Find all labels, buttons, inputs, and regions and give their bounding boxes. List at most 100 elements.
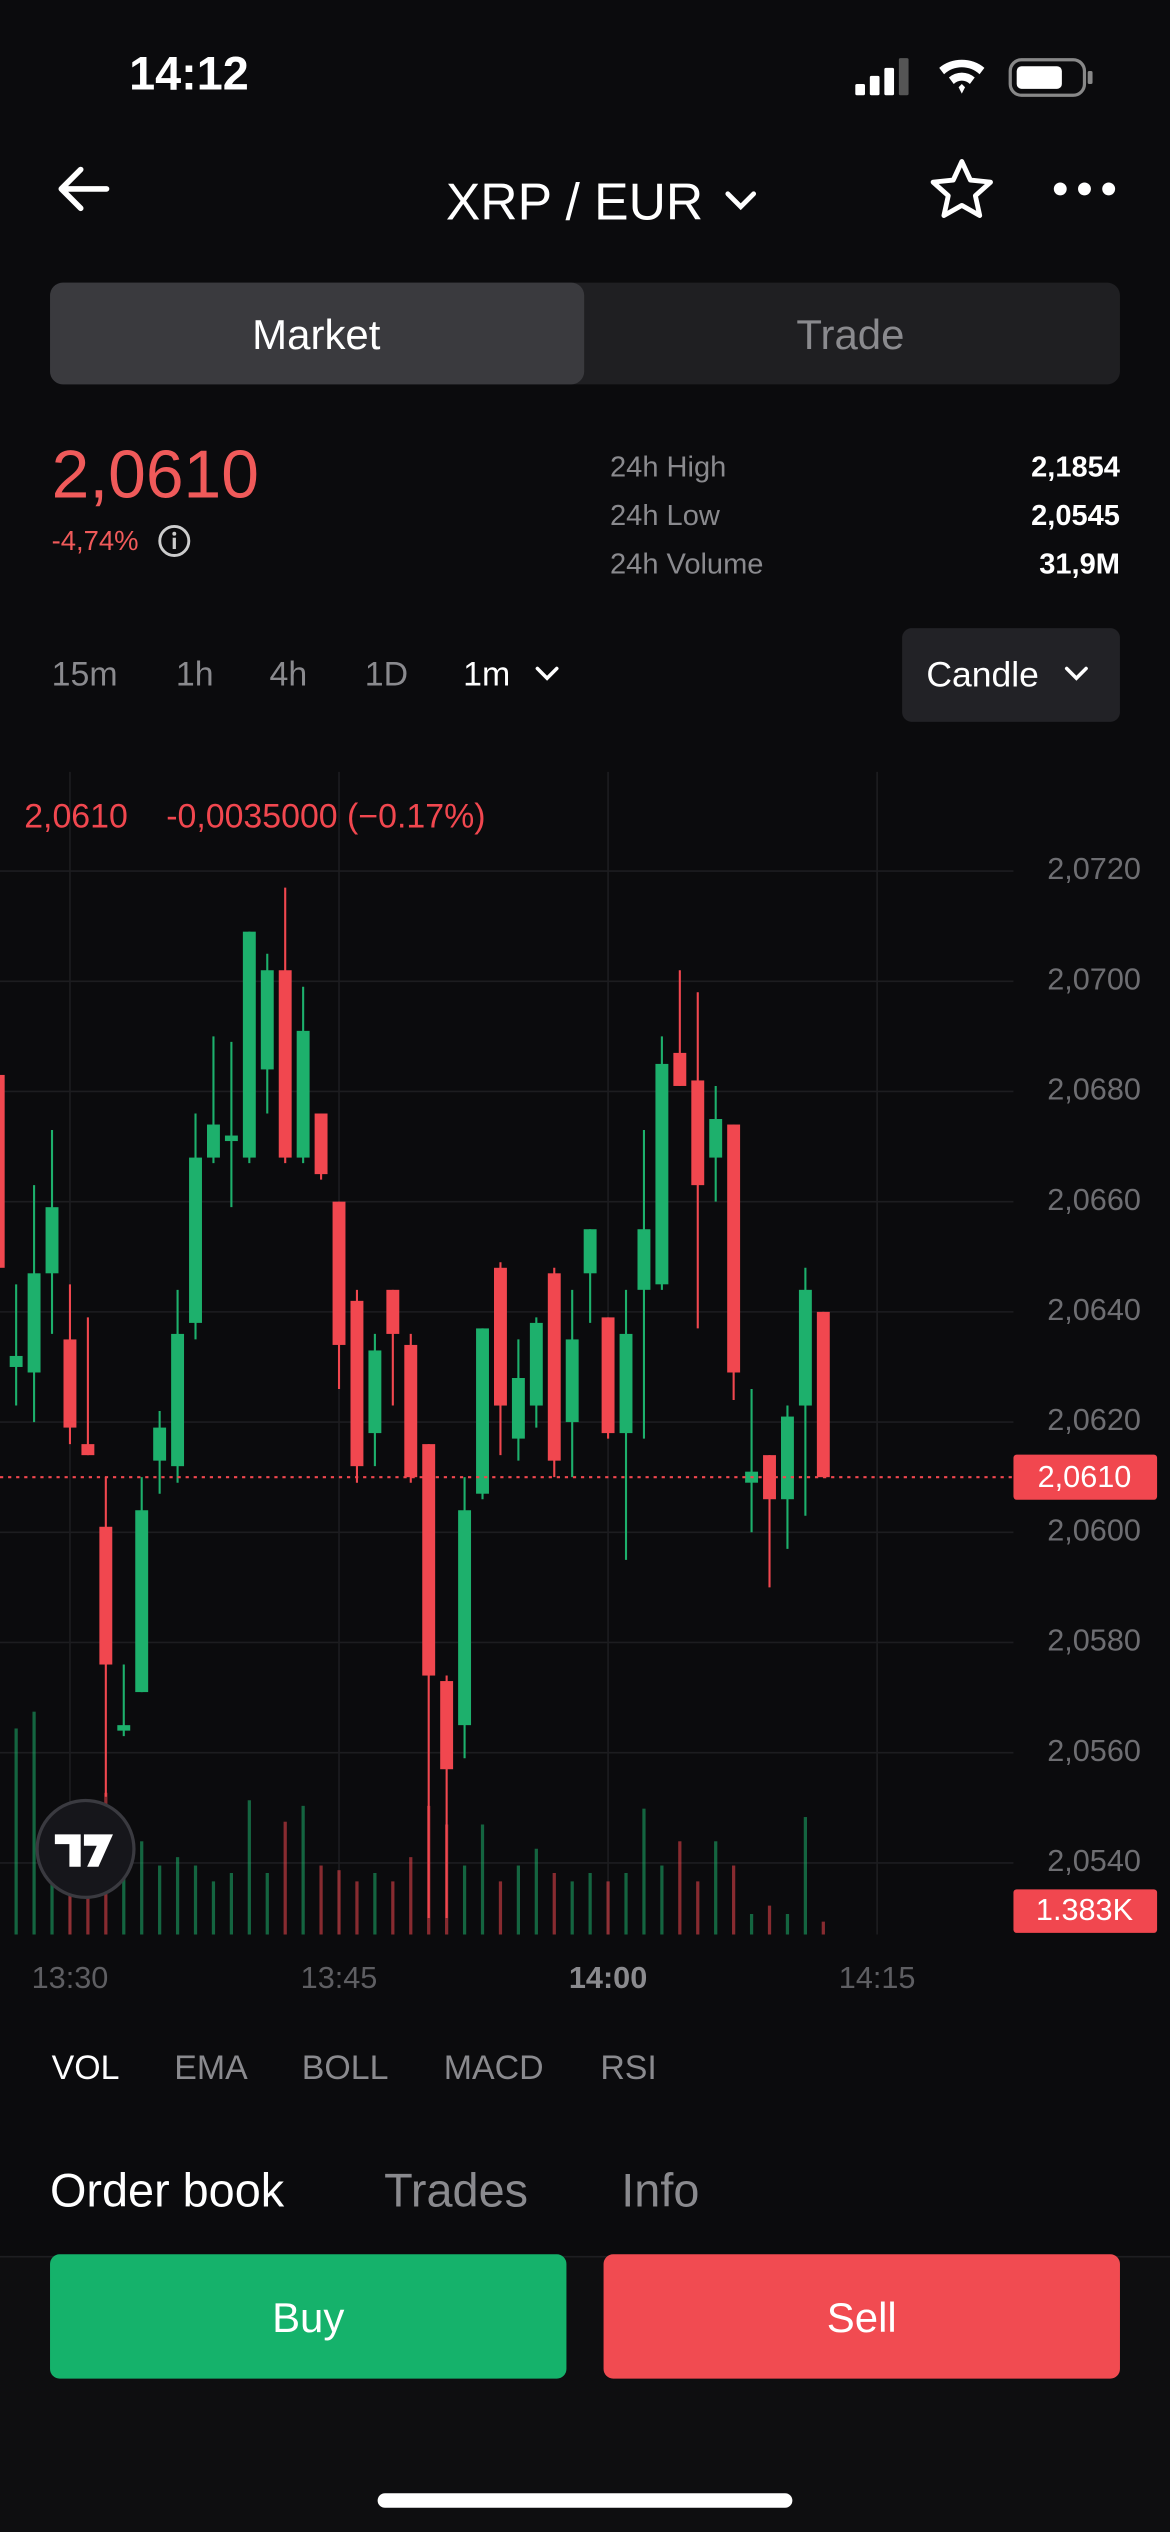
volume-bar: [480, 1824, 485, 1935]
volume-tag: [1013, 1889, 1158, 1933]
tab-active[interactable]: [50, 282, 585, 385]
chevron: [535, 666, 559, 681]
tab[interactable]: Market: [252, 310, 381, 359]
candle-body: [206, 1124, 220, 1158]
candle-body: [153, 1427, 167, 1461]
chart-style[interactable]: Candle: [926, 653, 1039, 695]
volume-bar: [749, 1914, 754, 1935]
volume-bar: [32, 1711, 36, 1935]
candle-body: [637, 1229, 651, 1290]
y-tick-label: 2,0640: [1047, 1293, 1141, 1327]
volume-bar: [229, 1872, 234, 1935]
x-tick-label: 14:00: [569, 1961, 647, 1995]
candle-body: [135, 1510, 149, 1693]
candle-body: [350, 1300, 364, 1467]
chart-style-button[interactable]: [902, 628, 1120, 722]
home-indicator: [377, 2493, 793, 2508]
stat-label: 24h Low: [610, 498, 720, 532]
stat-value: 31,9M: [1039, 547, 1120, 580]
indicator[interactable]: MACD: [443, 2049, 544, 2088]
section-tab[interactable]: Trades: [384, 2166, 529, 2218]
x-tick-label: 13:45: [301, 1961, 378, 1995]
stat-value: 2,1854: [1031, 450, 1120, 483]
candle-body: [81, 1444, 95, 1456]
volume-bar: [588, 1872, 592, 1935]
volume-bar: [660, 1865, 664, 1935]
back-button[interactable]: [55, 161, 120, 216]
candle-body: [458, 1510, 472, 1726]
candle-body: [816, 1311, 830, 1478]
volume-bar: [678, 1841, 682, 1935]
candle-body: [511, 1377, 525, 1439]
candle-body: [547, 1273, 561, 1461]
interval[interactable]: 15m: [51, 656, 118, 694]
y-tick-label: 2,0560: [1047, 1734, 1141, 1768]
candle-body: [117, 1725, 131, 1731]
candle-body: [565, 1339, 579, 1423]
volume-bar: [211, 1881, 216, 1935]
chevron: [725, 191, 757, 211]
section-tab-active[interactable]: Order book: [50, 2166, 285, 2218]
y-tick-label: 2,0680: [1047, 1073, 1141, 1107]
y-tick-label: 2,0660: [1047, 1183, 1141, 1217]
info-icon[interactable]: [157, 523, 193, 559]
volume-bar: [570, 1881, 574, 1935]
candle-body: [493, 1267, 507, 1406]
indicator[interactable]: BOLL: [301, 2049, 389, 2088]
volume-bar: [373, 1872, 377, 1935]
indicator-selected[interactable]: VOL: [51, 2049, 120, 2088]
sell-label[interactable]: Sell: [826, 2293, 897, 2342]
volume-bar: [785, 1914, 790, 1935]
volume-bar: [175, 1857, 180, 1935]
candle-body: [673, 1052, 687, 1086]
tradingview-logo[interactable]: [35, 1798, 136, 1900]
stat-value: 2,0545: [1031, 498, 1120, 532]
pair-title[interactable]: XRP / EUR: [445, 172, 704, 231]
section-tab[interactable]: Info: [621, 2166, 700, 2218]
status-time: 14:12: [129, 49, 249, 101]
chevron: [1064, 666, 1088, 681]
candle-body: [529, 1322, 543, 1406]
volume-bar: [409, 1857, 413, 1935]
candle-body: [296, 1030, 310, 1158]
candle-body: [0, 1074, 5, 1268]
sell-button[interactable]: [603, 2254, 1120, 2379]
candle-body: [404, 1344, 418, 1478]
buy-label[interactable]: Buy: [272, 2293, 345, 2342]
y-tick-label: 2,0580: [1047, 1624, 1141, 1658]
interval[interactable]: 4h: [269, 656, 308, 694]
y-tick-label: 2,0620: [1047, 1403, 1141, 1437]
interval-selected[interactable]: 1m: [463, 656, 511, 694]
candle-body: [368, 1350, 382, 1434]
favorite-button[interactable]: [928, 157, 996, 222]
volume-bar: [821, 1921, 825, 1935]
volume-bar: [498, 1881, 503, 1935]
price-change: -4,74%: [51, 525, 139, 557]
interval[interactable]: 1D: [364, 656, 409, 694]
volume-bar: [283, 1821, 287, 1935]
indicator[interactable]: RSI: [600, 2049, 657, 2088]
stat-label: 24h High: [610, 450, 727, 483]
volume-bar: [767, 1905, 772, 1935]
indicator[interactable]: EMA: [174, 2049, 248, 2088]
candle-body: [332, 1201, 346, 1345]
volume-bar: [462, 1865, 467, 1935]
volume-tag-label: 1.383K: [1036, 1893, 1134, 1927]
volume-bar: [140, 1841, 144, 1935]
legend-close: 2,0610: [24, 798, 128, 836]
candle-body: [386, 1289, 400, 1334]
candle-body: [476, 1328, 489, 1494]
tab[interactable]: Trade: [796, 310, 905, 359]
y-tick-label: 2,0700: [1047, 962, 1141, 996]
last-price: 2,0610: [51, 435, 259, 512]
volume-bar: [803, 1817, 808, 1935]
candle-body: [780, 1416, 794, 1500]
volume-bar: [247, 1800, 251, 1935]
more-button[interactable]: [1049, 174, 1120, 203]
volume-bar: [14, 1728, 18, 1935]
buy-button[interactable]: [50, 2254, 567, 2379]
current-price-tag: [1013, 1454, 1158, 1500]
interval[interactable]: 1h: [175, 656, 214, 694]
